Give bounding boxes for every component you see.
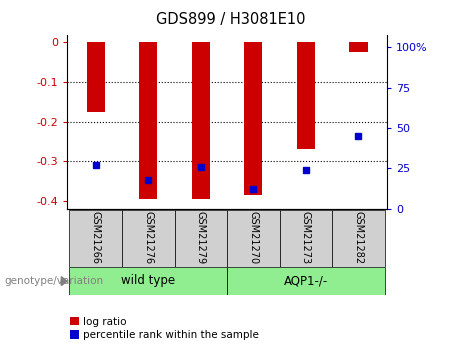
Text: GDS899 / H3081E10: GDS899 / H3081E10 <box>156 12 305 27</box>
Bar <box>87 42 105 112</box>
Text: GSM21270: GSM21270 <box>248 211 258 264</box>
Bar <box>139 42 158 199</box>
Text: GSM21266: GSM21266 <box>91 211 101 264</box>
Text: GSM21282: GSM21282 <box>353 211 363 264</box>
Bar <box>279 210 332 267</box>
Bar <box>296 42 315 149</box>
Bar <box>349 42 367 52</box>
Bar <box>244 42 262 195</box>
Bar <box>175 210 227 267</box>
Bar <box>70 267 227 295</box>
Text: genotype/variation: genotype/variation <box>5 276 104 286</box>
Polygon shape <box>61 277 67 286</box>
Bar <box>227 267 384 295</box>
Legend: log ratio, percentile rank within the sample: log ratio, percentile rank within the sa… <box>70 317 259 340</box>
Text: AQP1-/-: AQP1-/- <box>284 274 328 287</box>
Text: GSM21276: GSM21276 <box>143 211 153 264</box>
Text: wild type: wild type <box>121 274 175 287</box>
Bar <box>70 210 122 267</box>
Bar <box>192 42 210 199</box>
Text: GSM21273: GSM21273 <box>301 211 311 264</box>
Bar <box>122 210 175 267</box>
Text: GSM21279: GSM21279 <box>196 211 206 264</box>
Bar <box>332 210 384 267</box>
Bar <box>227 210 279 267</box>
